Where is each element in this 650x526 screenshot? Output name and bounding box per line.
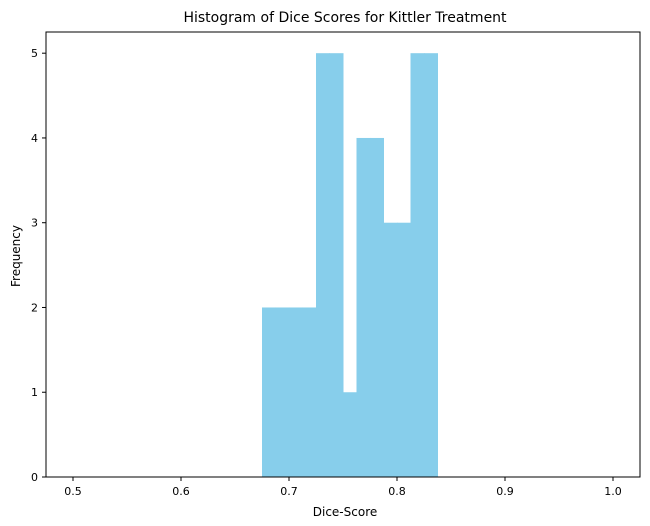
histogram-bar bbox=[356, 137, 371, 477]
histogram-bar bbox=[424, 53, 438, 477]
x-tick-label: 0.5 bbox=[64, 485, 82, 498]
x-tick-label: 0.9 bbox=[496, 485, 514, 498]
y-ticks: 0 1 2 3 4 5 bbox=[31, 47, 46, 484]
y-tick-label: 1 bbox=[31, 386, 38, 399]
x-tick-label: 0.6 bbox=[172, 485, 190, 498]
y-tick-label: 3 bbox=[31, 217, 38, 230]
x-tick-label: 0.8 bbox=[388, 485, 406, 498]
histogram-bar bbox=[383, 222, 398, 477]
histogram-bar bbox=[410, 53, 425, 477]
axes-frame bbox=[45, 31, 641, 478]
y-tick-label: 5 bbox=[31, 47, 38, 60]
histogram-bar bbox=[302, 307, 317, 477]
x-ticks: 0.5 0.6 0.7 0.8 0.9 1.0 bbox=[64, 477, 622, 498]
histogram-bar bbox=[370, 137, 384, 477]
y-tick-label: 0 bbox=[31, 471, 38, 484]
histogram-bar bbox=[397, 222, 411, 477]
histogram-bar bbox=[289, 307, 303, 477]
y-tick-label: 4 bbox=[31, 132, 38, 145]
x-axis-title: Dice-Score bbox=[313, 505, 378, 519]
histogram-bar bbox=[275, 307, 290, 477]
chart-title: Histogram of Dice Scores for Kittler Tre… bbox=[183, 10, 507, 26]
histogram-bar bbox=[343, 392, 357, 477]
bars-layer bbox=[262, 53, 438, 477]
histogram-bar bbox=[316, 53, 330, 477]
histogram-bar bbox=[262, 307, 276, 477]
y-tick-label: 2 bbox=[31, 301, 38, 314]
x-tick-label: 1.0 bbox=[604, 485, 622, 498]
x-tick-label: 0.7 bbox=[280, 485, 298, 498]
y-axis-title: Frequency bbox=[9, 225, 23, 287]
histogram-bar bbox=[329, 53, 344, 477]
